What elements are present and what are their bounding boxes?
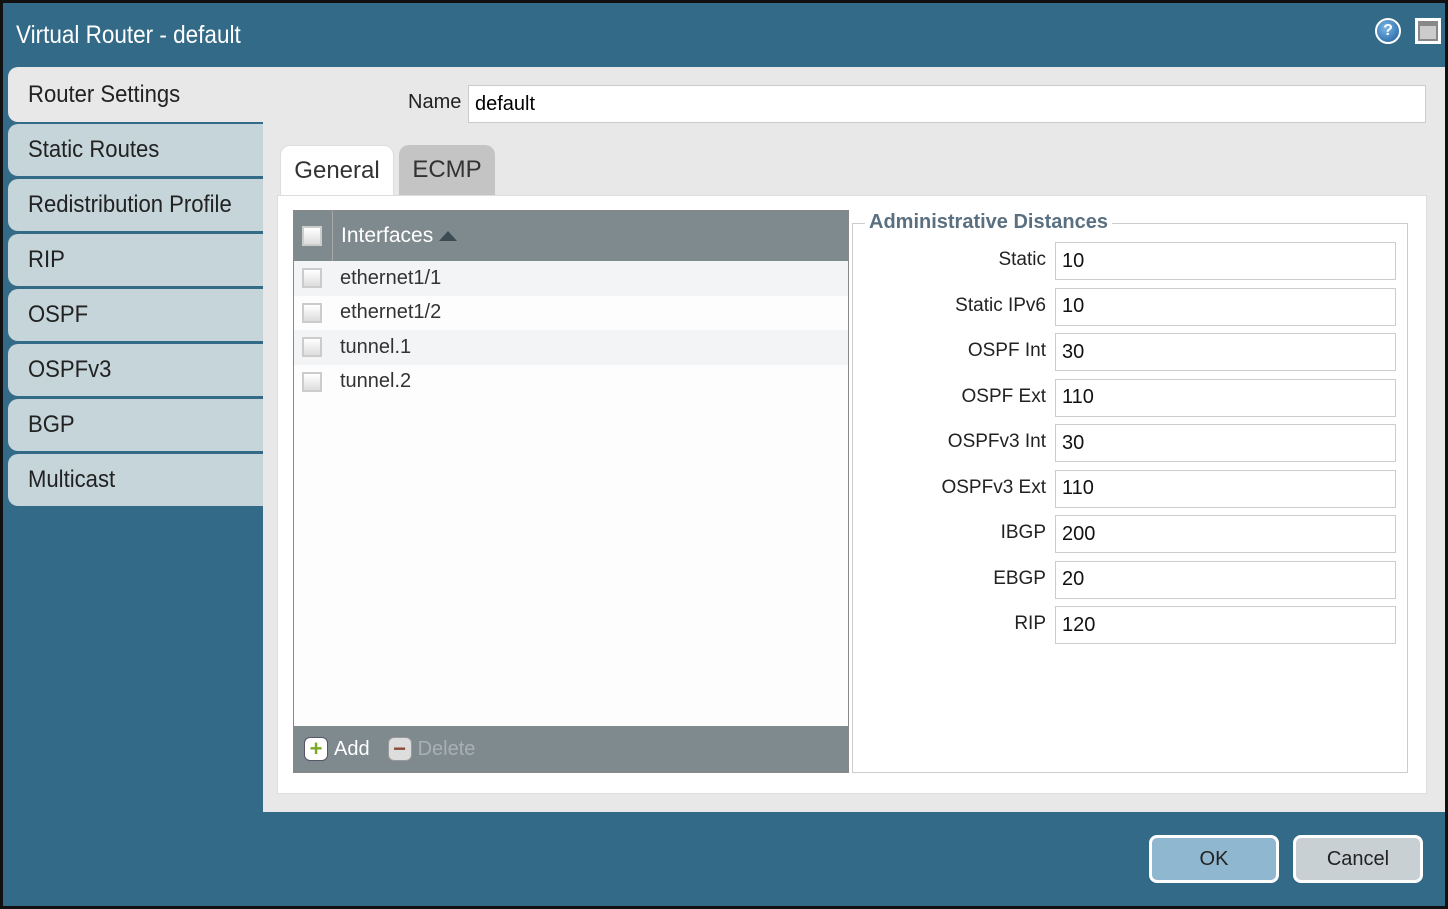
virtual-router-dialog: Virtual Router - default ? Router Settin… [3,3,1445,906]
field-label: OSPF Ext [961,385,1046,407]
name-input[interactable] [468,85,1426,123]
row-checkbox[interactable] [302,337,322,358]
sort-ascending-icon [439,231,458,241]
sidebar-item-ospfv3[interactable]: OSPFv3 [8,344,263,396]
delete-button: − Delete [387,736,476,761]
row-checkbox[interactable] [302,302,322,323]
sidebar-item-label: RIP [28,246,65,273]
add-button[interactable]: + Add [304,736,370,761]
field-label: IBGP [1000,522,1046,543]
sidebar-item-multicast[interactable]: Multicast [8,454,263,506]
field-label: RIP [1014,613,1046,634]
name-label: Name [408,91,462,113]
row-checkbox[interactable] [302,371,322,392]
grid-toolbar: + Add − Delete [294,726,848,772]
static-ipv6-distance-input[interactable] [1055,287,1396,326]
ospfv3-int-distance-input[interactable] [1055,424,1396,462]
plus-icon: + [304,736,328,761]
interfaces-column-header[interactable]: Interfaces [332,211,458,261]
interface-name: tunnel.1 [340,335,412,358]
select-all-checkbox[interactable] [302,226,322,246]
sidebar-item-static-routes[interactable]: Static Routes [8,124,263,176]
field-label: EBGP [993,567,1046,589]
cancel-button[interactable]: Cancel [1293,835,1423,883]
field-label: OSPFv3 Ext [941,476,1046,498]
field-label: OSPFv3 Int [947,431,1046,452]
minus-icon: − [387,736,412,761]
sidebar-item-label: OSPFv3 [28,356,112,383]
sidebar-item-label: Redistribution Profile [28,191,232,218]
tab-label: ECMP [412,156,482,183]
dialog-title: Virtual Router - default [16,21,241,49]
sidebar-item-label: Multicast [28,466,116,493]
sidebar-item-router-settings[interactable]: Router Settings [8,67,263,122]
sidebar-item-label: OSPF [28,301,89,328]
field-label: OSPF Int [967,340,1046,361]
administrative-distances-fieldset: Administrative Distances Static Static IP… [852,211,1408,773]
ibgp-distance-input[interactable] [1055,515,1396,553]
table-row[interactable]: ethernet1/2 [294,296,848,331]
maximize-icon[interactable] [1415,18,1441,44]
delete-label: Delete [417,737,476,760]
ospf-int-distance-input[interactable] [1055,333,1396,371]
add-label: Add [334,737,370,760]
interface-name: tunnel.2 [340,370,412,393]
interfaces-list: ethernet1/1 ethernet1/2 tunnel.1 tunnel.2 [294,261,848,399]
sidebar-item-label: Static Routes [28,136,160,163]
field-label: Static [998,249,1046,270]
sidebar-item-rip[interactable]: RIP [8,234,263,286]
sidebar-item-redistribution-profile[interactable]: Redistribution Profile [8,179,263,231]
help-icon[interactable]: ? [1375,18,1401,44]
column-label: Interfaces [341,224,434,247]
sidebar-item-ospf[interactable]: OSPF [8,289,263,341]
field-label: Static IPv6 [955,294,1046,316]
sidebar-item-label: Router Settings [28,80,181,108]
sidebar-item-label: BGP [28,411,75,438]
ebgp-distance-input[interactable] [1055,560,1396,599]
static-distance-input[interactable] [1055,242,1396,280]
ospfv3-ext-distance-input[interactable] [1055,469,1396,508]
table-row[interactable]: tunnel.1 [294,330,848,365]
sidebar-item-bgp[interactable]: BGP [8,399,263,451]
main-panel: Name General ECMP Interfaces ethernet1/1… [263,67,1445,812]
rip-distance-input[interactable] [1055,606,1396,644]
table-row[interactable]: tunnel.2 [294,365,848,400]
interface-name: ethernet1/2 [340,301,442,324]
fieldset-title: Administrative Distances [865,211,1112,234]
interfaces-grid: Interfaces ethernet1/1 ethernet1/2 tunnel.… [293,210,849,773]
ospf-ext-distance-input[interactable] [1055,378,1396,417]
tab-ecmp[interactable]: ECMP [399,145,495,195]
interface-name: ethernet1/1 [340,266,442,289]
tab-general[interactable]: General [280,145,394,195]
row-checkbox[interactable] [302,268,322,289]
tab-label: General [294,156,380,184]
table-row[interactable]: ethernet1/1 [294,261,848,296]
general-tab-content: Interfaces ethernet1/1 ethernet1/2 tunnel.… [277,195,1427,794]
grid-header: Interfaces [294,211,848,261]
ok-button[interactable]: OK [1149,835,1279,883]
